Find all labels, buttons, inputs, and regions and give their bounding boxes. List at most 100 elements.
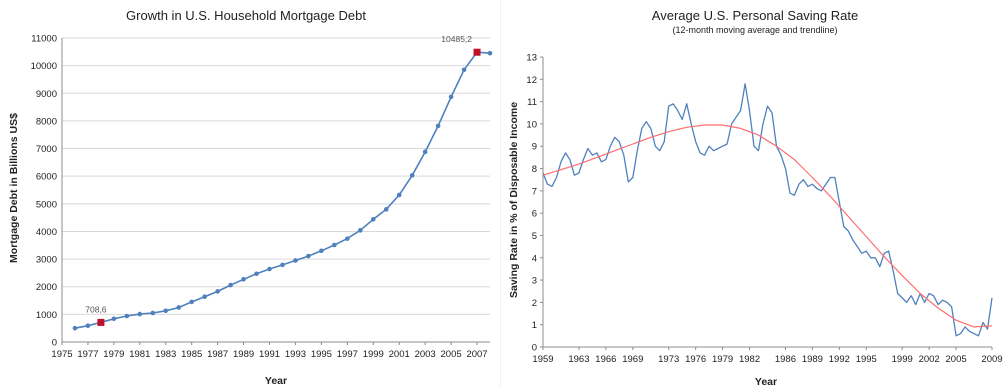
- y-tick-label: 1: [532, 320, 537, 331]
- x-tick-label: 1977: [77, 349, 98, 360]
- data-point: [124, 313, 130, 319]
- y-tick-label: 6: [532, 209, 537, 220]
- x-tick-label: 1995: [311, 349, 332, 360]
- x-tick-labels: 1975 1977 1979 1981 1983 1985 1987 1989 1991 1993…: [51, 342, 488, 360]
- x-tick-label: 1973: [658, 354, 679, 365]
- y-tick-label: 3000: [36, 255, 57, 266]
- data-point: [306, 253, 311, 259]
- y-tick-labels: 0 1000 2000 3000 4000 5000 6000 7000 8000 9000 100…: [31, 34, 57, 349]
- data-point: [72, 325, 78, 331]
- data-point: [409, 173, 415, 178]
- saving-rate-line: [542, 83, 993, 337]
- x-tick-label: 1997: [337, 349, 358, 360]
- chart-title: Average U.S. Personal Saving Rate: [652, 8, 858, 23]
- data-point: [448, 94, 454, 100]
- data-point: [150, 310, 156, 316]
- x-tick-label: 1987: [207, 349, 228, 360]
- data-point: [487, 50, 493, 56]
- data-point: [396, 192, 402, 198]
- data-point: [345, 236, 350, 241]
- data-point: [383, 207, 389, 212]
- data-point: [293, 258, 298, 263]
- x-tick-label: 2003: [415, 349, 436, 360]
- mortgage-debt-chart-panel: Growth in U.S. Household Mortgage Debt 0…: [0, 0, 500, 388]
- panel-divider: [500, 0, 501, 388]
- x-tick-label: 1979: [712, 354, 733, 365]
- y-tick-label: 6000: [36, 172, 57, 183]
- x-tick-label: 1979: [103, 349, 124, 360]
- data-point: [202, 294, 207, 299]
- data-point: [254, 271, 259, 277]
- x-tick-label: 2005: [441, 349, 462, 360]
- x-tick-label: 1966: [595, 354, 616, 365]
- x-tick-label: 1999: [363, 349, 384, 360]
- annotations: 708,6 10485,2: [85, 34, 481, 326]
- data-point: [111, 316, 117, 322]
- data-point: [267, 266, 272, 272]
- data-point: [137, 311, 143, 317]
- y-tick-label: 4: [532, 253, 537, 264]
- data-point: [241, 276, 246, 282]
- x-tick-label: 1999: [892, 354, 913, 365]
- data-point: [163, 308, 169, 314]
- highlight-marker: [97, 318, 105, 326]
- x-tick-label: 2002: [919, 354, 940, 365]
- chart-title: Growth in U.S. Household Mortgage Debt: [126, 8, 366, 23]
- x-tick-label: 1986: [775, 354, 796, 365]
- x-tick-label: 1975: [51, 349, 72, 360]
- data-point: [176, 305, 182, 310]
- data-point: [319, 248, 324, 254]
- y-tick-label: 8000: [36, 116, 57, 127]
- y-tick-label: 8: [532, 164, 537, 175]
- data-point: [332, 242, 337, 248]
- y-tick-label: 10000: [31, 61, 57, 72]
- y-tick-label: 5000: [36, 199, 57, 210]
- y-tick-label: 11000: [31, 34, 57, 45]
- saving-rate-chart-panel: Average U.S. Personal Saving Rate (12-mo…: [500, 0, 1003, 388]
- x-tick-label: 1993: [285, 349, 306, 360]
- y-tick-label: 3: [532, 276, 537, 287]
- y-tick-label: 13: [526, 53, 537, 64]
- data-point: [461, 67, 467, 73]
- x-tick-label: 2005: [946, 354, 967, 365]
- y-tick-label: 5: [532, 231, 537, 242]
- y-tick-label: 12: [526, 75, 537, 86]
- x-tick-label: 2007: [466, 349, 487, 360]
- gridlines: [62, 37, 490, 343]
- data-point: [370, 216, 376, 222]
- data-point: [85, 323, 91, 328]
- x-tick-label: 1989: [233, 349, 254, 360]
- y-tick-label: 10: [526, 119, 537, 130]
- mortgage-debt-chart: Growth in U.S. Household Mortgage Debt 0…: [8, 8, 493, 387]
- x-tick-label: 1976: [685, 354, 706, 365]
- data-point: [228, 282, 233, 288]
- data-label: 708,6: [85, 304, 107, 314]
- y-axis-title: Mortgage Debt in Billions US$: [8, 113, 20, 263]
- x-tick-label: 1985: [181, 349, 202, 360]
- y-tick-label: 11: [527, 97, 537, 108]
- data-point: [215, 289, 220, 294]
- axes: [61, 38, 490, 343]
- x-tick-label: 1982: [739, 354, 760, 365]
- x-tick-label: 2001: [389, 349, 410, 360]
- data-label: 10485,2: [441, 34, 472, 44]
- trendline: [542, 124, 993, 328]
- y-tick-label: 7000: [36, 144, 57, 155]
- axes: [542, 57, 992, 348]
- highlight-marker: [473, 48, 481, 56]
- x-tick-label: 1959: [532, 354, 553, 365]
- x-tick-label: 2009: [981, 354, 1002, 365]
- x-tick-labels: 1959 1963 1966 1969 1973 1976 1979 1982 1986 1989…: [532, 347, 1003, 365]
- x-tick-label: 1989: [802, 354, 823, 365]
- data-point: [189, 299, 194, 305]
- x-axis-title: Year: [755, 376, 777, 388]
- x-tick-label: 1991: [259, 349, 280, 360]
- data-point: [435, 123, 441, 129]
- y-tick-label: 2: [532, 298, 537, 309]
- data-point: [422, 149, 428, 155]
- y-axis-title: Saving Rate in % of Disposable Income: [508, 102, 520, 298]
- x-tick-label: 1995: [856, 354, 877, 365]
- x-axis-title: Year: [265, 375, 287, 387]
- x-tick-label: 1992: [829, 354, 850, 365]
